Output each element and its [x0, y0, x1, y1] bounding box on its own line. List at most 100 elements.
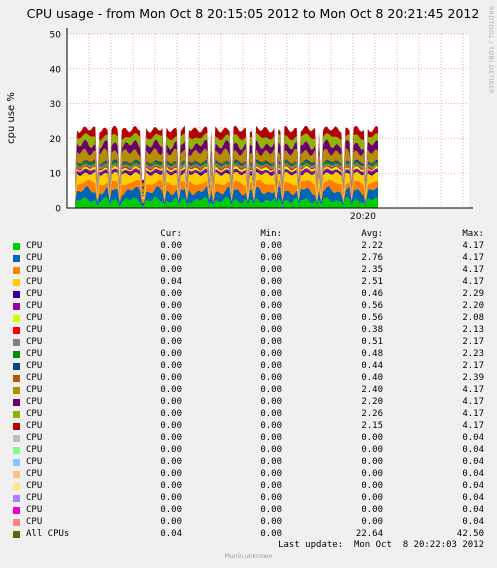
legend-avg: 0.38 [361, 325, 383, 335]
series-area [75, 125, 378, 184]
legend-min: 0.00 [260, 433, 282, 443]
legend-name: CPU [26, 265, 43, 275]
legend-avg: 0.00 [361, 457, 383, 467]
legend-max: 2.29 [462, 289, 484, 299]
legend-max: 0.04 [462, 457, 484, 467]
legend-min: 0.00 [260, 289, 282, 299]
legend-avg: 0.44 [361, 361, 383, 371]
y-tick-label: 20 [50, 135, 62, 145]
legend-cur: 0.00 [160, 517, 182, 527]
legend-avg: 0.48 [361, 349, 383, 359]
legend-max: 0.04 [462, 505, 484, 515]
legend-min: 0.00 [260, 469, 282, 479]
legend-avg: 0.00 [361, 493, 383, 503]
series-area [75, 197, 378, 208]
y-tick-label: 0 [55, 205, 61, 215]
y-axis-label: cpu use % [6, 92, 17, 144]
legend-header: Cur: Min: Avg: Max: [0, 228, 497, 240]
legend-avg: 2.40 [361, 385, 383, 395]
legend-row: CPU 0.00 0.00 0.00 0.04 [0, 456, 497, 468]
legend-swatch [13, 351, 20, 358]
legend-min: 0.00 [260, 265, 282, 275]
axes: 20:20 [66, 28, 473, 222]
legend-avg: 0.00 [361, 517, 383, 527]
legend-max: 4.17 [462, 241, 484, 251]
legend-max: 2.23 [462, 349, 484, 359]
legend-table: Cur: Min: Avg: Max: CPU 0.00 0.00 2.22 4.17 C… [0, 228, 497, 540]
legend-row: CPU 0.00 0.00 0.38 2.13 [0, 324, 497, 336]
legend-min: 0.00 [260, 361, 282, 371]
legend-row: CPU 0.00 0.00 0.00 0.04 [0, 504, 497, 516]
legend-name: CPU [26, 481, 43, 491]
legend-swatch [13, 507, 20, 514]
legend-avg: 22.64 [355, 529, 383, 539]
legend-cur: 0.00 [160, 433, 182, 443]
legend-cur: 0.00 [160, 373, 182, 383]
legend-swatch [13, 363, 20, 370]
legend-max: 42.50 [456, 529, 484, 539]
legend-cur: 0.00 [160, 253, 182, 263]
last-update: Last update: Mon Oct 8 20:22:03 2012 [278, 540, 484, 550]
legend-min: 0.00 [260, 517, 282, 527]
legend-name: CPU [26, 253, 43, 263]
legend-avg: 2.35 [361, 265, 383, 275]
legend-cur: 0.00 [160, 397, 182, 407]
legend-name: CPU [26, 445, 43, 455]
legend-avg: 0.00 [361, 445, 383, 455]
legend-avg: 2.22 [361, 241, 383, 251]
legend-max: 4.17 [462, 253, 484, 263]
legend-row: CPU 0.00 0.00 0.46 2.29 [0, 288, 497, 300]
legend-name: CPU [26, 325, 43, 335]
legend-swatch [13, 495, 20, 502]
legend-min: 0.00 [260, 493, 282, 503]
legend-avg: 0.46 [361, 289, 383, 299]
series-area [75, 139, 378, 190]
legend-row: CPU 0.00 0.00 0.56 2.20 [0, 300, 497, 312]
legend-row: CPU 0.00 0.00 2.20 4.17 [0, 396, 497, 408]
legend-swatch [13, 387, 20, 394]
legend-avg: 2.20 [361, 397, 383, 407]
series-area [75, 148, 378, 193]
legend-swatch [13, 291, 20, 298]
legend-cur: 0.00 [160, 445, 182, 455]
legend-max: 4.17 [462, 397, 484, 407]
legend-avg: 0.56 [361, 313, 383, 323]
rrdtool-watermark: RRDTOOL / TOBI OETIKER [487, 6, 494, 95]
legend-name: CPU [26, 289, 43, 299]
legend-avg: 0.00 [361, 469, 383, 479]
legend-max: 4.17 [462, 409, 484, 419]
legend-swatch [13, 423, 20, 430]
legend-row: CPU 0.00 0.00 2.40 4.17 [0, 384, 497, 396]
legend-max: 2.17 [462, 337, 484, 347]
legend-avg: 0.00 [361, 505, 383, 515]
legend-min: 0.00 [260, 373, 282, 383]
header-cur: Cur: [160, 229, 182, 239]
legend-max: 4.17 [462, 385, 484, 395]
series-area [75, 179, 378, 204]
legend-row: CPU 0.00 0.00 0.51 2.17 [0, 336, 497, 348]
legend-name: CPU [26, 397, 43, 407]
legend-swatch [13, 279, 20, 286]
legend-min: 0.00 [260, 253, 282, 263]
legend-row: CPU 0.00 0.00 0.56 2.08 [0, 312, 497, 324]
legend-min: 0.00 [260, 337, 282, 347]
legend-name: CPU [26, 421, 43, 431]
legend-swatch [13, 519, 20, 526]
legend-cur: 0.00 [160, 493, 182, 503]
legend-row: CPU 0.00 0.00 0.00 0.04 [0, 432, 497, 444]
legend-name: CPU [26, 409, 43, 419]
y-tick-label: 30 [50, 100, 62, 110]
legend-cur: 0.00 [160, 361, 182, 371]
legend-row: CPU 0.00 0.00 0.00 0.04 [0, 516, 497, 528]
legend-min: 0.00 [260, 385, 282, 395]
legend-min: 0.00 [260, 457, 282, 467]
legend-swatch [13, 243, 20, 250]
axis-lines [66, 28, 473, 209]
legend-cur: 0.00 [160, 385, 182, 395]
legend-row-total: All CPUs 0.04 0.00 22.64 42.50 [0, 528, 497, 540]
legend-cur: 0.00 [160, 349, 182, 359]
legend-swatch [13, 375, 20, 382]
legend-row: CPU 0.00 0.00 0.00 0.04 [0, 480, 497, 492]
header-max: Max: [462, 229, 484, 239]
legend-avg: 2.51 [361, 277, 383, 287]
